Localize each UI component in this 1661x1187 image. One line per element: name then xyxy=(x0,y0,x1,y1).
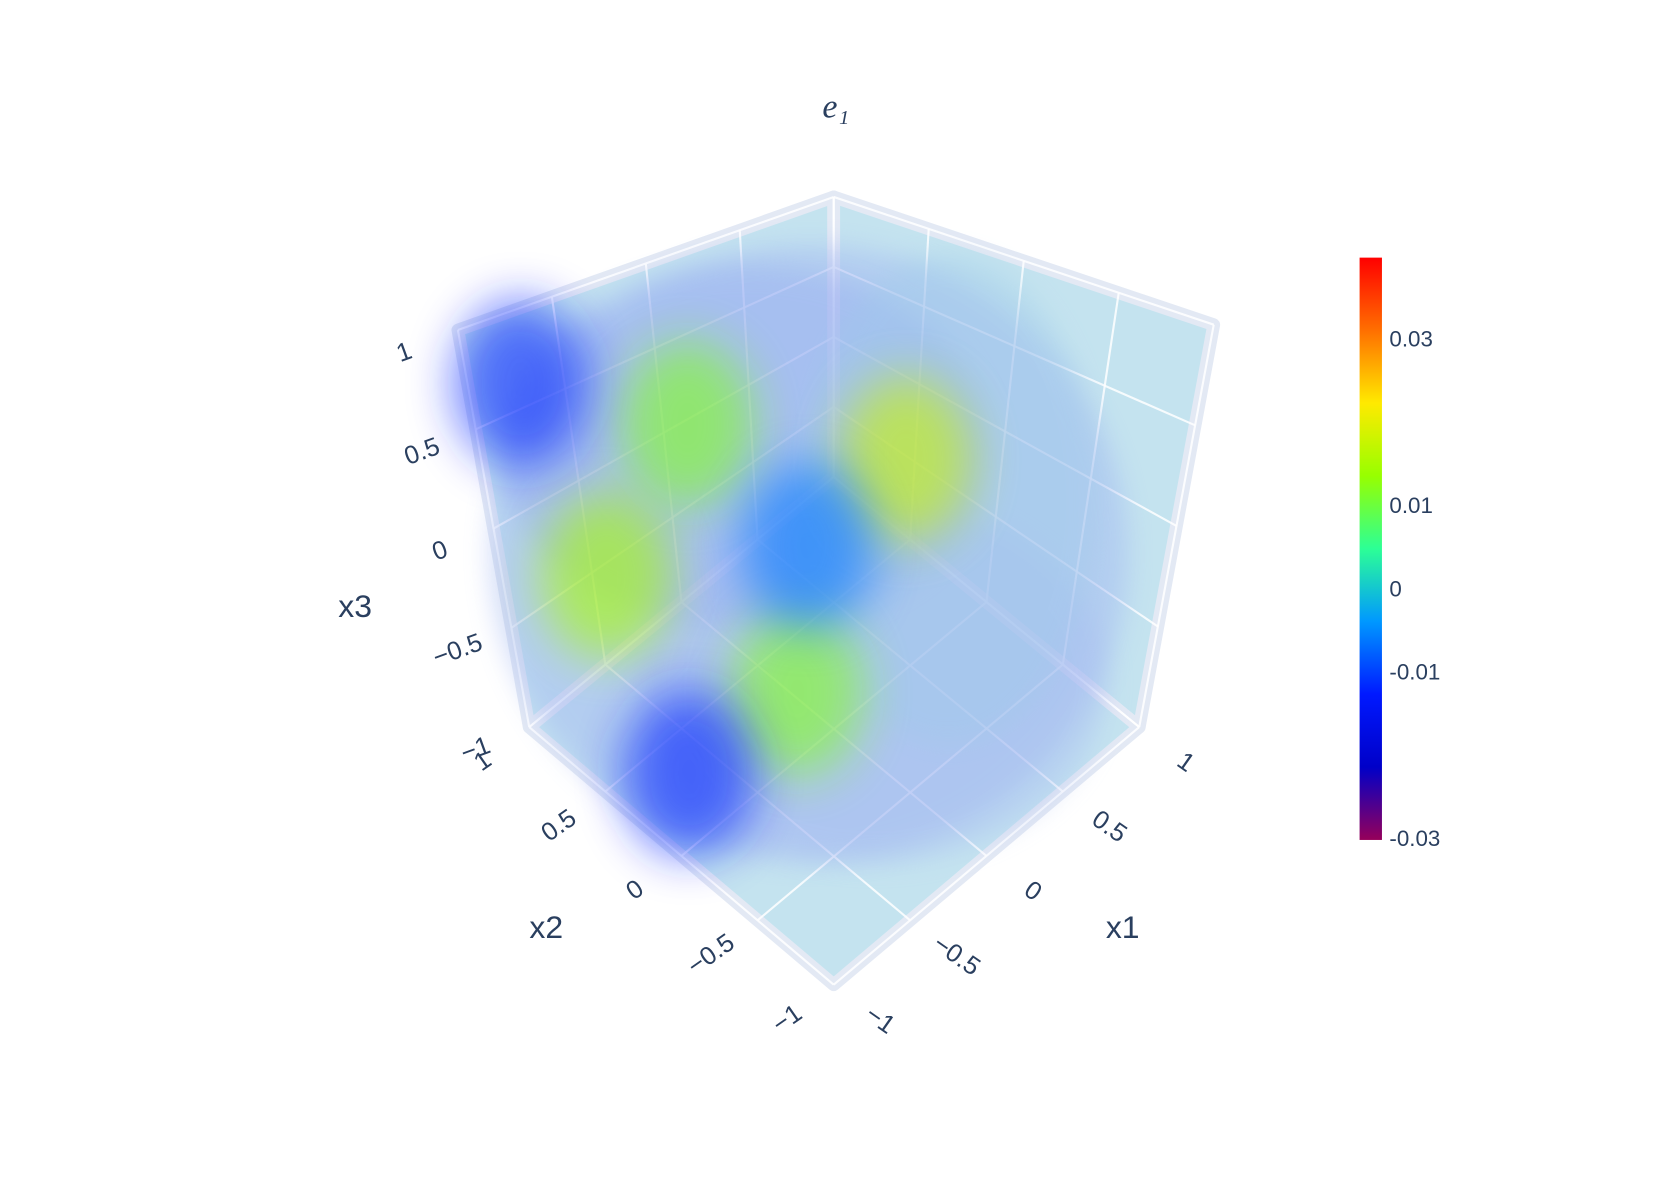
volume-blob xyxy=(540,492,673,659)
volume-blob xyxy=(622,690,755,857)
volume-blob xyxy=(741,462,874,629)
colorbar-tick-label: 0.01 xyxy=(1389,493,1433,518)
volume-blob xyxy=(621,341,754,508)
grid-line xyxy=(833,726,1140,986)
chart-title: e₁ xyxy=(822,88,849,125)
tick-label: 0.5 xyxy=(536,804,581,847)
tick-label: 1 xyxy=(393,337,416,368)
tick-label: −1 xyxy=(860,1000,900,1040)
tick-label: −0.5 xyxy=(928,930,985,982)
tick-label: 0 xyxy=(621,874,649,905)
volume-blob xyxy=(731,609,864,776)
tick-label: 0.5 xyxy=(1087,805,1132,848)
axis-title: x1 xyxy=(1106,909,1140,945)
tick-label: 1 xyxy=(1172,747,1200,778)
tick-label: 0 xyxy=(1019,876,1047,907)
colorbar-tick-label: 0 xyxy=(1389,576,1401,601)
tick-label: −0.5 xyxy=(682,929,739,981)
tick-label: 0.5 xyxy=(401,432,444,470)
volume xyxy=(454,244,1129,863)
tick-label: 0 xyxy=(428,535,451,566)
colorbar-scale xyxy=(1359,257,1382,840)
colorbar-tick-label: 0.03 xyxy=(1389,327,1433,352)
tick-label: 1 xyxy=(469,746,497,777)
grid-line xyxy=(833,195,1215,326)
colorbar-tick-label: -0.03 xyxy=(1389,826,1440,851)
volume-blob xyxy=(840,375,973,543)
colorbar: -0.03 -0.01 0 0.01 0.03 xyxy=(1359,257,1440,851)
tick-label: −0.5 xyxy=(429,628,486,672)
axis-title: x3 xyxy=(338,588,372,624)
tick-label: −1 xyxy=(767,999,807,1039)
volume-blob xyxy=(454,300,587,467)
axis-title: x2 xyxy=(529,909,563,945)
colorbar-tick-label: -0.01 xyxy=(1389,659,1440,684)
